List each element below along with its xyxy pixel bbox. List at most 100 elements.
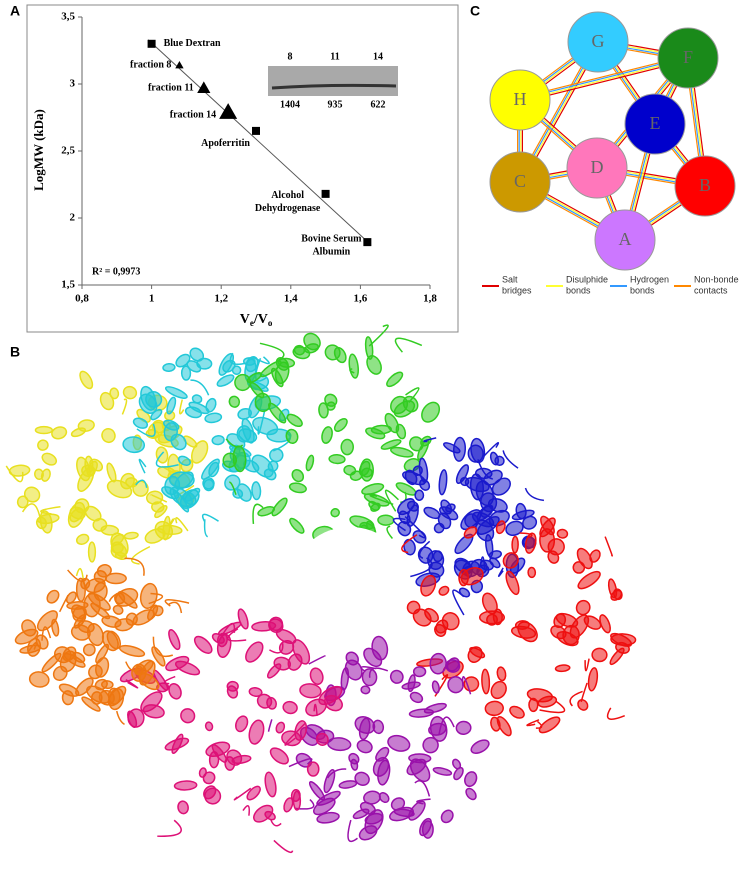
helix <box>423 506 441 520</box>
helix <box>75 533 90 545</box>
helix <box>168 629 181 651</box>
x-tick-label: 0,8 <box>75 293 89 305</box>
loop <box>135 479 148 488</box>
loop <box>203 519 209 538</box>
helix <box>150 408 163 421</box>
loop <box>452 589 465 616</box>
helix <box>412 666 427 678</box>
loop <box>349 368 355 374</box>
point-label: Apoferritin <box>201 138 250 149</box>
point-label: fraction 11 <box>148 82 194 93</box>
helix <box>83 592 101 618</box>
helix <box>407 674 416 693</box>
helix <box>87 541 97 563</box>
helix <box>242 357 256 366</box>
helix <box>556 528 569 539</box>
helix <box>528 697 539 713</box>
helix <box>414 489 425 501</box>
helix <box>286 413 303 428</box>
subunit-node <box>657 27 719 89</box>
helix <box>251 481 262 501</box>
helix <box>208 751 220 769</box>
helix <box>245 641 264 663</box>
helix <box>289 517 305 534</box>
helix <box>538 716 561 734</box>
helix <box>502 552 519 569</box>
helix <box>547 538 565 556</box>
helix <box>333 417 348 432</box>
helix <box>114 618 134 632</box>
node-label: E <box>650 113 661 133</box>
helix <box>106 462 117 483</box>
helix <box>589 549 601 563</box>
node-label: F <box>683 47 693 67</box>
x-axis-label-part: e <box>250 318 254 328</box>
helix <box>122 436 146 454</box>
helix <box>378 792 390 804</box>
helix <box>375 746 390 762</box>
helix <box>505 520 524 536</box>
loop <box>163 675 176 685</box>
helix <box>402 395 419 413</box>
helix <box>100 680 114 690</box>
x-axis-label-part: /V <box>253 312 268 327</box>
subunit-node <box>567 11 629 73</box>
helix <box>164 737 190 751</box>
loop <box>604 536 613 557</box>
helix <box>490 680 507 700</box>
helix <box>390 797 406 811</box>
legend-label: Salt <box>502 274 518 284</box>
loop <box>233 787 252 801</box>
legend-label: bonds <box>630 285 655 295</box>
helix <box>75 677 94 697</box>
loop <box>313 703 318 716</box>
gel-image <box>268 66 398 96</box>
loop <box>67 569 88 583</box>
loop <box>21 503 42 525</box>
point-label: fraction 8 <box>130 60 171 71</box>
helix <box>610 633 637 646</box>
loop <box>360 666 377 673</box>
helix <box>458 587 471 598</box>
helix <box>371 635 389 661</box>
helix <box>327 737 352 752</box>
point-label: Alcohol <box>271 190 304 201</box>
loop <box>401 534 418 554</box>
loop <box>369 494 394 506</box>
helix <box>145 391 163 408</box>
loop <box>252 356 270 365</box>
gel-size-label: 622 <box>371 99 386 110</box>
helix <box>67 501 86 528</box>
helix <box>364 809 384 835</box>
helix <box>271 497 288 517</box>
helix <box>420 574 437 597</box>
annotation: R² = 0,9973 <box>92 266 140 277</box>
helix <box>478 610 506 625</box>
helix <box>61 690 74 706</box>
loop <box>483 442 500 457</box>
helix <box>101 428 116 444</box>
helix <box>37 439 49 451</box>
helix <box>349 515 375 530</box>
helix <box>173 780 198 791</box>
loop <box>225 438 244 448</box>
helix <box>151 646 166 667</box>
node-label: H <box>514 89 527 109</box>
helix <box>246 785 261 801</box>
loop <box>229 352 248 366</box>
loop <box>5 465 24 483</box>
helix <box>476 504 494 521</box>
x-tick-label: 1,6 <box>354 293 368 305</box>
helix <box>184 487 201 502</box>
loop <box>580 682 588 703</box>
helix <box>235 715 249 733</box>
helix <box>464 476 490 493</box>
helix <box>527 566 537 579</box>
loop <box>497 567 504 577</box>
helix <box>350 758 359 771</box>
helix <box>377 514 395 526</box>
loop <box>108 591 121 602</box>
loop <box>190 379 210 396</box>
helix <box>309 667 324 685</box>
